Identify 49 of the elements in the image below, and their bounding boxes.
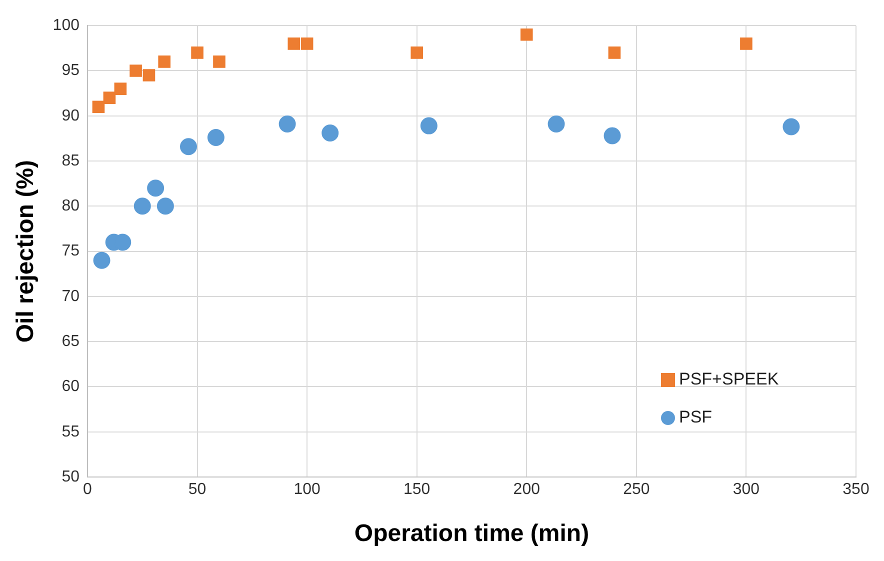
y-tick-label: 50 [62,468,80,486]
point [520,28,533,41]
y-tick-label: 100 [52,17,80,34]
x-tick-label: 300 [732,481,760,498]
y-tick-label: 75 [62,242,80,260]
point [92,100,105,114]
y-tick-label: 80 [62,198,80,215]
point [103,92,116,104]
y-tick-label: 65 [62,332,80,350]
x-tick-label: 0 [83,481,92,498]
point [278,116,296,133]
point [782,118,800,136]
y-tick-label: 60 [62,378,80,396]
point [147,180,164,197]
point [300,38,314,50]
point [180,138,197,156]
y-tick-label: 95 [62,62,80,80]
point [134,198,151,215]
y-axis-title: Oil rejection (%) [12,160,40,343]
x-axis-title: Operation time (min) [354,520,590,548]
y-tick-label: 70 [62,288,80,305]
point [191,46,204,59]
x-tick-label: 150 [404,481,430,498]
point [420,117,438,134]
point [608,46,621,59]
point [322,124,339,142]
x-tick-label: 100 [294,481,321,498]
x-tick-label: 200 [513,481,540,498]
point [114,82,127,95]
point [156,198,174,215]
y-tick-label: 55 [62,423,80,440]
point [93,252,110,269]
y-tick-label: 85 [62,152,80,170]
x-tick-label: 250 [623,481,650,498]
legend-label: PSF+SPEEK [679,370,780,389]
point [213,56,226,68]
point [604,127,621,144]
legend-label: PSF [679,408,712,427]
y-tick-label: 90 [62,107,80,124]
x-tick-label: 350 [842,481,870,498]
point [740,38,752,50]
point [548,116,565,133]
x-tick-label: 50 [188,481,206,498]
point [130,64,142,77]
point [288,38,300,50]
point [158,56,171,68]
point [207,129,224,146]
point [410,46,424,59]
point [142,69,156,82]
